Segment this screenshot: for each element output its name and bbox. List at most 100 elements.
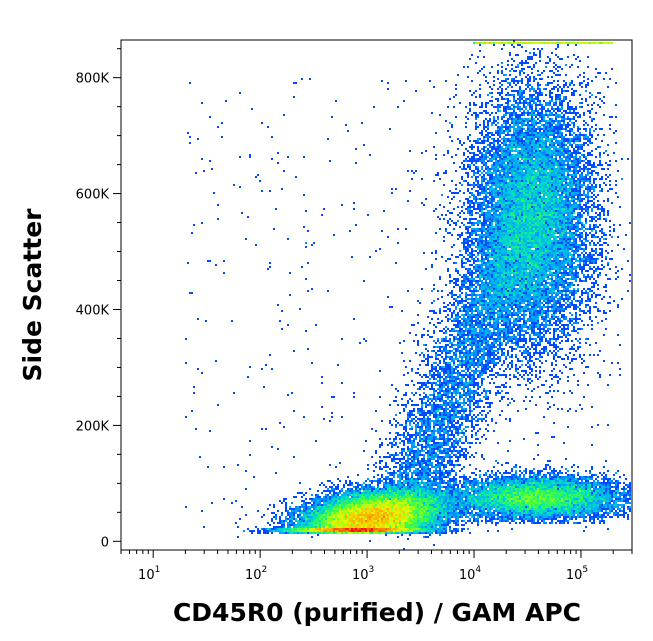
data-point — [565, 240, 567, 242]
data-point — [497, 154, 499, 156]
data-point — [559, 100, 561, 102]
data-point — [539, 244, 541, 246]
data-point — [535, 172, 537, 174]
data-point — [523, 144, 525, 146]
data-point — [469, 244, 471, 246]
data-point — [531, 136, 533, 138]
data-point — [563, 242, 565, 244]
data-point — [527, 158, 529, 160]
data-point — [465, 160, 467, 162]
data-point — [579, 146, 581, 148]
data-point — [355, 162, 357, 164]
data-point — [503, 172, 505, 174]
data-point — [483, 126, 485, 128]
data-point — [533, 182, 535, 184]
data-point — [501, 244, 503, 246]
data-point — [547, 208, 549, 210]
data-point — [549, 210, 551, 212]
data-point — [529, 210, 531, 212]
data-point — [539, 84, 541, 86]
data-point — [567, 116, 569, 118]
data-point — [537, 148, 539, 150]
data-point — [533, 236, 535, 238]
data-point — [547, 242, 549, 244]
data-point — [493, 208, 495, 210]
data-point — [523, 90, 525, 92]
data-point — [491, 182, 493, 184]
data-point — [535, 114, 537, 116]
data-point — [459, 166, 461, 168]
data-point — [463, 152, 465, 154]
data-point — [521, 158, 523, 160]
data-point — [529, 108, 531, 110]
data-point — [593, 228, 595, 230]
data-point — [361, 122, 363, 124]
data-point — [551, 222, 553, 224]
data-point — [523, 212, 525, 214]
data-point — [505, 176, 507, 178]
data-point — [493, 166, 495, 168]
data-point — [573, 170, 575, 172]
data-point — [539, 216, 541, 218]
data-point — [533, 144, 535, 146]
data-point — [549, 238, 551, 240]
data-point — [465, 240, 467, 242]
data-point — [509, 242, 511, 244]
data-point — [521, 96, 523, 98]
data-point — [557, 212, 559, 214]
data-point — [481, 206, 483, 208]
data-point — [537, 168, 539, 170]
data-point — [517, 210, 519, 212]
data-point — [535, 238, 537, 240]
data-point — [573, 236, 575, 238]
data-point — [487, 124, 489, 126]
data-point — [531, 222, 533, 224]
data-point — [509, 70, 511, 72]
data-point — [521, 198, 523, 200]
data-point — [531, 208, 533, 210]
data-point — [497, 260, 499, 262]
data-point — [573, 136, 575, 138]
data-point — [539, 214, 541, 216]
data-point — [517, 104, 519, 106]
data-point — [535, 92, 537, 94]
data-point — [545, 210, 547, 212]
data-point — [503, 192, 505, 194]
data-point — [589, 96, 591, 98]
data-point — [533, 52, 535, 54]
data-point — [563, 250, 565, 252]
data-point — [519, 136, 521, 138]
data-point — [547, 184, 549, 186]
data-point — [545, 178, 547, 180]
data-point — [495, 148, 497, 150]
data-point — [577, 42, 579, 44]
data-point — [485, 228, 487, 230]
data-point — [583, 256, 585, 258]
data-point — [483, 164, 485, 166]
data-point — [595, 252, 597, 254]
data-point — [491, 210, 493, 212]
data-point — [583, 76, 585, 78]
data-point — [541, 182, 543, 184]
data-point — [539, 156, 541, 158]
data-point — [491, 156, 493, 158]
data-point — [555, 68, 557, 70]
data-point — [523, 136, 525, 138]
data-point — [479, 230, 481, 232]
data-point — [477, 176, 479, 178]
data-point — [533, 78, 535, 80]
data-point — [509, 164, 511, 166]
data-point — [595, 42, 597, 44]
data-point — [507, 222, 509, 224]
data-point — [501, 170, 503, 172]
data-point — [513, 164, 515, 166]
data-point — [563, 222, 565, 224]
data-point — [555, 226, 557, 228]
data-point — [435, 158, 437, 160]
data-point — [589, 232, 591, 234]
data-point — [529, 84, 531, 86]
data-point — [555, 86, 557, 88]
data-point — [513, 162, 515, 164]
data-point — [505, 224, 507, 226]
data-point — [525, 246, 527, 248]
